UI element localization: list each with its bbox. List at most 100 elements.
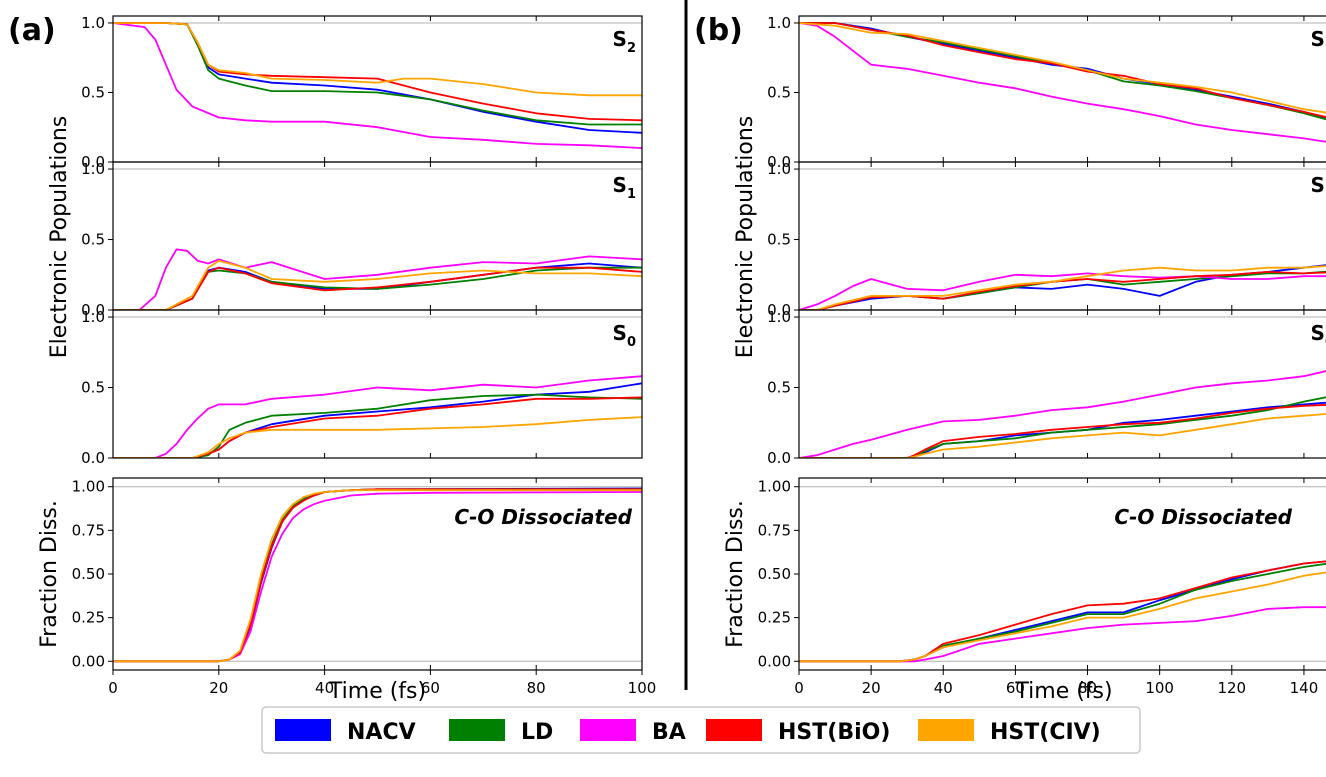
legend-entry-NACV: NACV — [275, 719, 416, 745]
subplot-S0: 0.0 0.5 1.0 S0 — [767, 308, 1326, 467]
legend-label: NACV — [347, 720, 416, 745]
y-tick-label: 0.0 — [81, 449, 105, 467]
state-label: S2 — [1311, 27, 1326, 56]
y-tick-label: 1.00 — [72, 478, 105, 496]
legend-label: LD — [521, 720, 553, 745]
legend: NACV LD BA HST(BiO) HST(CIV) — [261, 706, 1141, 754]
series-line-NACV — [799, 22, 1326, 120]
x-tick-label: 20 — [862, 679, 881, 697]
series-line-HST(CIV) — [799, 413, 1326, 458]
legend-swatch — [580, 719, 636, 741]
series-line-HST(CIV) — [113, 489, 642, 663]
series-line-HST(CIV) — [113, 22, 642, 97]
y-tick-label: 0.75 — [758, 521, 791, 539]
y-tick-label: 0.25 — [72, 609, 105, 627]
series-line-NACV — [799, 264, 1326, 310]
y-tick-label: 1.0 — [81, 160, 105, 178]
legend-swatch — [275, 719, 331, 741]
y-axis-title-diss: Fraction Diss. — [37, 500, 62, 648]
legend-entry-BA: BA — [580, 719, 686, 745]
series-line-BA — [799, 606, 1326, 663]
subplot-S2: 0.0 0.5 1.0 S2 — [81, 14, 643, 171]
y-tick-label: 0.5 — [81, 83, 105, 101]
series-group — [113, 375, 642, 458]
y-tick-label: 1.0 — [767, 308, 791, 326]
series-line-LD — [799, 270, 1326, 310]
panel-a: (a) 0.0 0.5 1.0 S2 0.0 0.5 1.0 S1 0.0 0.5 1.0 S0 0.00… — [8, 13, 656, 704]
series-group — [113, 22, 642, 149]
y-tick-label: 0.5 — [767, 231, 791, 249]
subplot-S1: 0.0 0.5 1.0 S1 — [81, 160, 643, 319]
y-axis-title: Electronic Populations — [733, 116, 758, 358]
series-line-HST(BiO) — [799, 404, 1326, 458]
state-subscript: 1 — [627, 187, 636, 202]
state-label: S0 — [613, 321, 636, 350]
y-tick-label: 0.00 — [72, 652, 105, 670]
series-line-BA — [799, 272, 1326, 310]
y-axis-title-diss: Fraction Diss. — [723, 500, 748, 648]
series-line-BA — [113, 22, 642, 149]
x-tick-label: 60 — [1006, 679, 1025, 697]
annotation-label: C-O Dissociated — [1114, 505, 1292, 529]
y-tick-label: 1.0 — [767, 160, 791, 178]
panel-letter: (a) — [8, 13, 56, 48]
x-tick-label: 20 — [209, 679, 228, 697]
series-line-HST(CIV) — [799, 265, 1326, 310]
series-group — [799, 370, 1326, 458]
legend-entry-HST(CIV): HST(CIV) — [918, 719, 1101, 745]
series-line-BA — [113, 375, 642, 458]
y-tick-label: 0.75 — [72, 521, 105, 539]
y-tick-label: 0.5 — [767, 83, 791, 101]
y-tick-label: 0.25 — [758, 609, 791, 627]
series-group — [113, 487, 642, 663]
series-group — [799, 264, 1326, 310]
x-axis-title: Time (fs) — [328, 679, 426, 704]
series-line-HST(BiO) — [799, 270, 1326, 310]
series-group — [799, 560, 1326, 663]
y-tick-label: 0.50 — [72, 565, 105, 583]
x-tick-label: 100 — [1145, 679, 1174, 697]
legend-swatch — [449, 719, 505, 741]
axes-frame — [112, 309, 643, 459]
subplot-S0: 0.0 0.5 1.0 S0 — [81, 308, 643, 467]
x-tick-label: 40 — [315, 679, 334, 697]
state-subscript: 1 — [1325, 187, 1326, 202]
series-line-BA — [799, 22, 1326, 143]
x-tick-label: 120 — [1217, 679, 1246, 697]
y-tick-label: 0.50 — [758, 565, 791, 583]
series-line-HST(CIV) — [799, 22, 1326, 114]
y-tick-label: 0.0 — [767, 153, 791, 171]
y-tick-label: 1.00 — [758, 478, 791, 496]
y-tick-label: 0.5 — [81, 231, 105, 249]
y-tick-label: 1.0 — [81, 14, 105, 32]
legend-label: HST(BiO) — [778, 720, 890, 745]
series-line-LD — [113, 393, 642, 458]
x-tick-label: 0 — [108, 679, 118, 697]
x-tick-label: 80 — [1078, 679, 1097, 697]
y-axis-title: Electronic Populations — [47, 116, 72, 358]
x-tick-label: 40 — [934, 679, 953, 697]
series-group — [799, 22, 1326, 143]
panel-letter: (b) — [694, 13, 743, 48]
legend-box — [261, 706, 1141, 754]
y-tick-label: 0.5 — [81, 379, 105, 397]
x-tick-label: 140 — [1290, 679, 1319, 697]
state-label: S1 — [613, 173, 636, 202]
state-subscript: 2 — [627, 41, 636, 56]
y-tick-label: 0.0 — [81, 301, 105, 319]
subplot-S2: 0.0 0.5 1.0 S2 — [767, 14, 1326, 171]
series-line-BA — [799, 370, 1326, 458]
series-group — [113, 248, 642, 310]
state-subscript: 0 — [1325, 335, 1326, 350]
subplot-dissociated: 0.00 0.25 0.50 0.75 1.00 C-O Dissociated 0 20 40… — [72, 477, 656, 697]
x-axis-title: Time (fs) — [1014, 679, 1112, 704]
state-label: S2 — [613, 27, 636, 56]
annotation-label: C-O Dissociated — [454, 505, 632, 529]
legend-label: HST(CIV) — [990, 720, 1101, 745]
y-tick-label: 0.0 — [767, 449, 791, 467]
x-tick-label: 80 — [527, 679, 546, 697]
series-line-HST(CIV) — [113, 416, 642, 458]
series-line-HST(BiO) — [799, 560, 1326, 663]
series-line-LD — [113, 22, 642, 126]
